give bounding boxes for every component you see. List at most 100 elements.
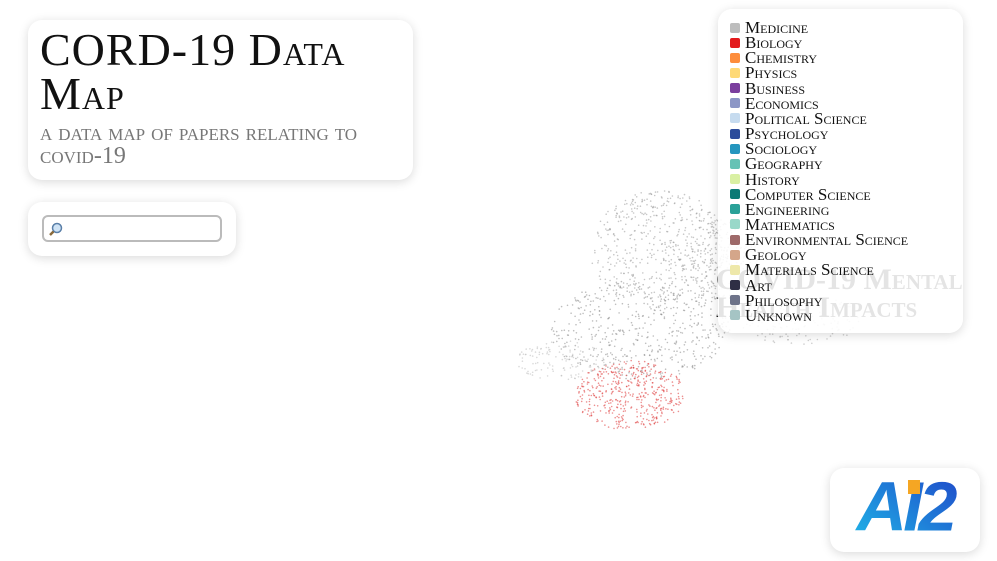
map-point [716, 267, 718, 269]
map-point [616, 245, 618, 247]
map-point [661, 217, 664, 220]
map-point [601, 367, 604, 370]
map-point [686, 366, 688, 368]
map-point [693, 350, 695, 353]
map-point [665, 399, 667, 401]
map-point [606, 289, 608, 292]
map-point [685, 239, 687, 241]
map-point [640, 401, 642, 404]
map-point [560, 374, 563, 377]
map-point [643, 291, 646, 293]
map-point [638, 282, 640, 284]
map-point [714, 220, 716, 222]
map-point [635, 368, 638, 370]
map-point [704, 277, 706, 279]
map-point [711, 292, 713, 294]
map-point [574, 344, 577, 347]
map-point [695, 343, 698, 346]
map-point [663, 190, 666, 192]
map-point [692, 276, 695, 279]
map-point [530, 350, 533, 352]
map-point [632, 257, 634, 259]
map-point [601, 379, 603, 382]
map-point [659, 239, 661, 242]
map-point [571, 353, 574, 356]
map-point [622, 418, 624, 421]
map-point [709, 329, 711, 331]
map-point [615, 292, 618, 294]
map-point [688, 197, 691, 200]
map-point [521, 360, 524, 363]
legend-swatch [730, 52, 740, 63]
map-point [672, 330, 674, 333]
map-point [663, 316, 666, 318]
map-point [650, 358, 652, 361]
map-point [599, 298, 601, 300]
map-point [618, 363, 621, 366]
map-point [713, 296, 716, 298]
map-point [668, 260, 670, 263]
map-point [622, 405, 625, 407]
map-point [654, 372, 656, 374]
map-point [677, 395, 680, 398]
map-point [568, 358, 570, 361]
map-point [609, 367, 612, 370]
map-point [663, 215, 666, 218]
map-point [642, 372, 645, 375]
map-point [608, 316, 610, 319]
map-point [634, 277, 636, 279]
map-point [591, 338, 593, 340]
map-point [697, 263, 699, 266]
map-point [611, 391, 613, 394]
map-point [563, 355, 566, 358]
legend-swatch [730, 204, 740, 215]
map-point [599, 278, 602, 281]
map-point [561, 329, 563, 332]
map-point [649, 354, 651, 357]
map-point [587, 372, 589, 374]
map-point [601, 395, 604, 397]
map-point [695, 279, 697, 281]
map-point [622, 410, 625, 413]
map-point [664, 243, 666, 246]
map-point [667, 254, 670, 257]
search-input[interactable] [42, 215, 222, 242]
map-point [639, 381, 641, 384]
map-point [619, 260, 621, 262]
map-point [681, 265, 683, 268]
map-point [664, 302, 666, 305]
map-point [615, 207, 617, 210]
map-point [640, 423, 643, 425]
map-point [631, 375, 634, 377]
map-point [684, 249, 687, 251]
map-point [624, 410, 627, 412]
map-point [545, 343, 548, 345]
map-point [615, 214, 617, 217]
map-point [612, 362, 615, 365]
map-point [550, 341, 553, 344]
map-point [604, 407, 606, 409]
map-point [558, 308, 560, 310]
map-point [651, 350, 653, 353]
map-point [711, 262, 714, 265]
map-point [690, 248, 693, 250]
map-point [540, 369, 543, 371]
map-point [653, 393, 656, 396]
map-point [697, 323, 700, 325]
map-point [665, 252, 667, 254]
map-point [534, 351, 537, 353]
map-point [630, 357, 633, 359]
map-point [627, 216, 630, 218]
map-point [679, 402, 682, 405]
map-point [677, 195, 679, 197]
map-point [693, 262, 696, 265]
map-point [663, 317, 666, 320]
map-point [669, 375, 672, 377]
map-point [621, 347, 623, 350]
map-point [521, 357, 524, 359]
map-point [718, 335, 720, 338]
legend-label: Engineering [745, 199, 830, 219]
map-point [611, 324, 614, 326]
map-point [579, 387, 582, 390]
map-point [679, 258, 682, 261]
